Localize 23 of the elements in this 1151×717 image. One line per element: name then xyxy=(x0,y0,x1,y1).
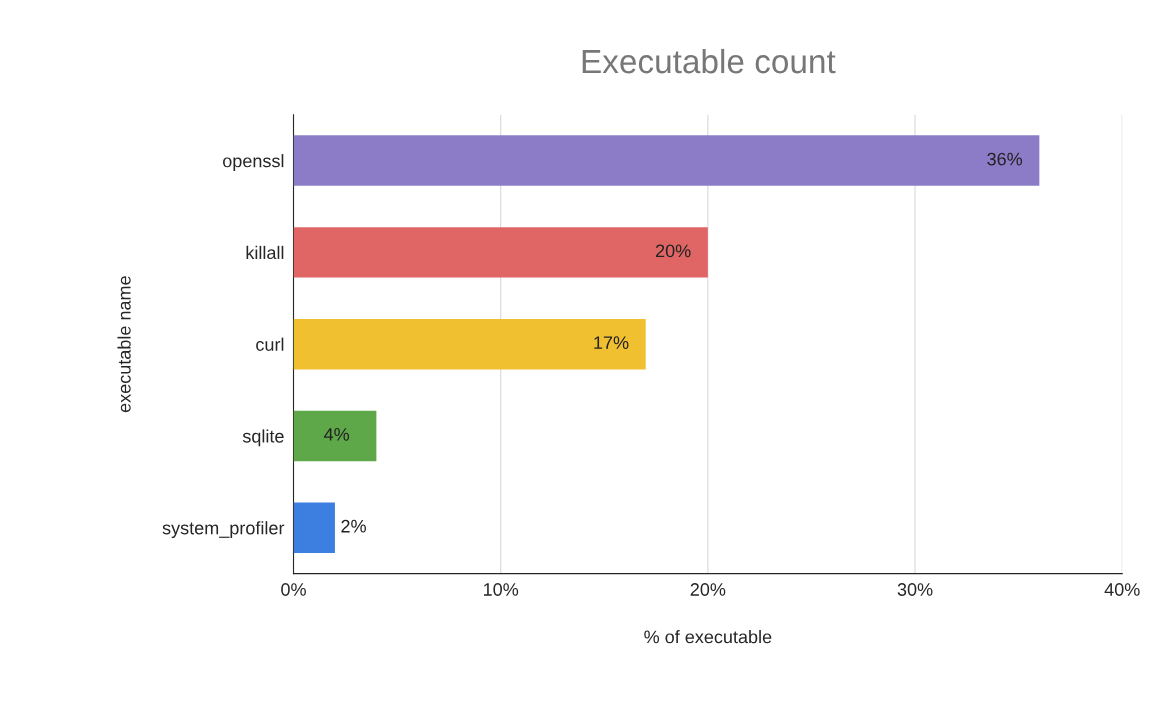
y-tick-label: killall xyxy=(246,245,284,260)
bar xyxy=(293,318,646,370)
chart-title: Executable count xyxy=(582,48,836,74)
x-tick-label: 10% xyxy=(483,583,519,596)
x-tick-label: 40% xyxy=(1104,583,1140,596)
data-label: 4% xyxy=(324,428,350,441)
x-tick-label: 30% xyxy=(897,583,933,596)
data-label: 2% xyxy=(341,519,366,533)
y-axis-title: executable name xyxy=(117,276,131,413)
x-axis-title: % of executable xyxy=(644,630,772,644)
y-tick-label: openssl xyxy=(223,154,284,171)
y-tick-label: curl xyxy=(256,337,284,351)
bar xyxy=(293,502,335,553)
bar xyxy=(293,410,377,462)
bar xyxy=(293,227,708,278)
y-tick-label: sqlite xyxy=(242,429,284,447)
x-tick-label: 0% xyxy=(281,583,306,596)
x-tick-label: 20% xyxy=(690,583,726,596)
data-label: 17% xyxy=(594,336,629,349)
bar xyxy=(293,135,1040,186)
data-label: 20% xyxy=(656,244,691,258)
data-label: 36% xyxy=(987,152,1023,166)
y-tick-label: system_profiler xyxy=(162,521,285,538)
